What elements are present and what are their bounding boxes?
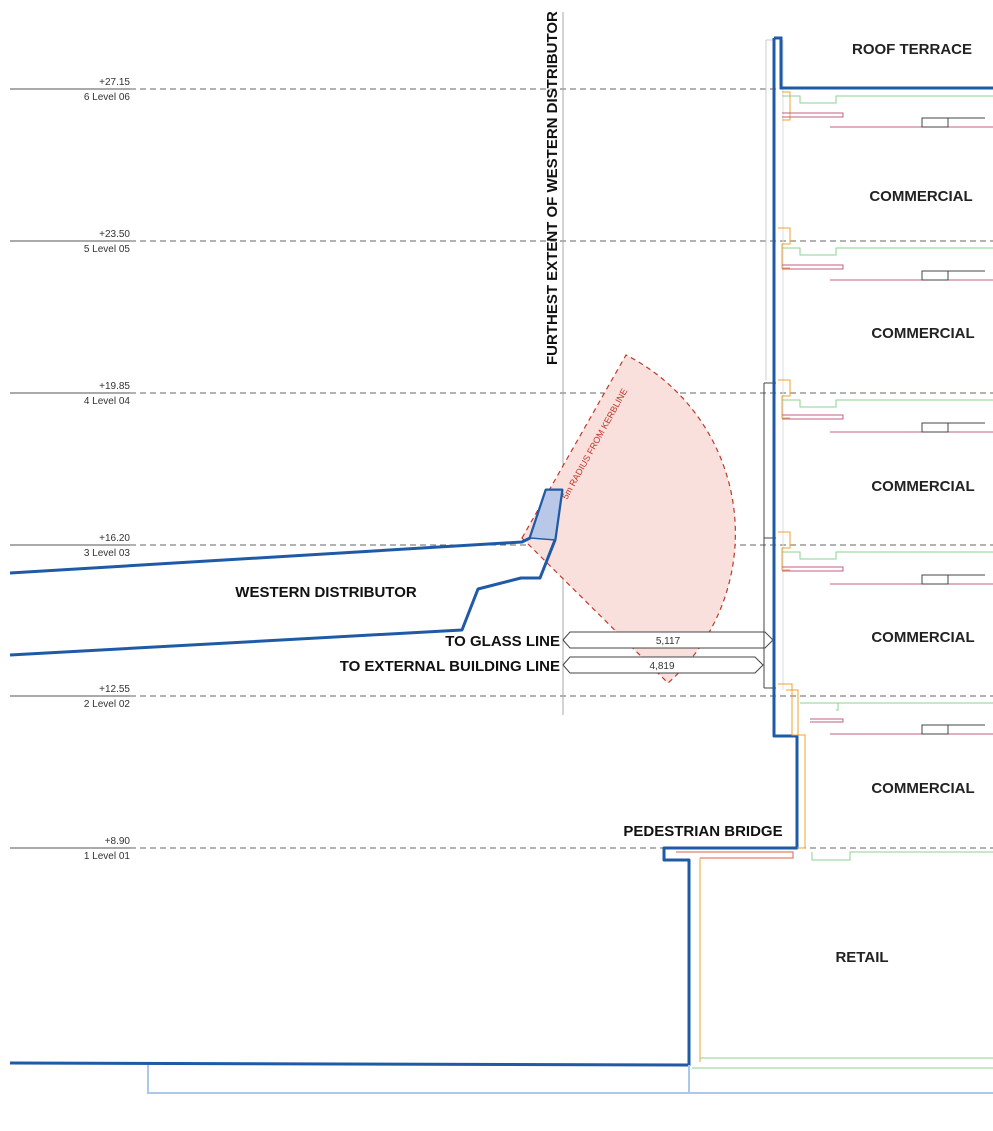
level-lines: +27.15 6 Level 06 +23.50 5 Level 05 +19.… xyxy=(10,77,993,862)
slab-02-pink-a xyxy=(810,718,844,723)
slab-05-pink-a xyxy=(782,264,844,270)
level-03: +16.20 3 Level 03 xyxy=(10,533,993,559)
level-05-elevation: +23.50 xyxy=(99,229,130,240)
dimension-external-line: 4,819 TO EXTERNAL BUILDING LINE xyxy=(340,656,764,675)
level-02: +12.55 2 Level 02 xyxy=(10,684,993,710)
barrier-wall xyxy=(528,489,563,541)
slab-02-beam xyxy=(921,724,949,735)
level-02-elevation: +12.55 xyxy=(99,684,130,695)
room-retail: RETAIL xyxy=(835,949,888,966)
room-commercial-level-01: COMMERCIAL xyxy=(871,780,974,797)
level-06-elevation: +27.15 xyxy=(99,77,130,88)
slab-01-green xyxy=(811,851,993,861)
level-02-name: 2 Level 02 xyxy=(84,699,131,710)
roof-parapet xyxy=(774,36,993,90)
furthest-extent-marker: FURTHEST EXTENT OF WESTERN DISTRIBUTOR xyxy=(544,11,564,715)
room-commercial-level-04: COMMERCIAL xyxy=(871,325,974,342)
facade-and-bridge-outline xyxy=(9,38,799,1067)
slab-level-02 xyxy=(778,683,993,849)
level-01-elevation: +8.90 xyxy=(105,836,131,847)
facade-glazing xyxy=(763,39,784,690)
furthest-extent-label: FURTHEST EXTENT OF WESTERN DISTRIBUTOR xyxy=(544,11,561,365)
pedestrian-bridge-label: PEDESTRIAN BRIDGE xyxy=(623,823,782,840)
level-06: +27.15 6 Level 06 xyxy=(10,77,993,103)
slab-06-orange xyxy=(782,91,791,121)
level-04: +19.85 4 Level 04 xyxy=(10,381,993,407)
slab-02-orange-inner xyxy=(786,689,799,735)
slab-04-beam xyxy=(921,422,949,433)
level-01-name: 1 Level 01 xyxy=(84,851,131,862)
level-03-name: 3 Level 03 xyxy=(84,548,131,559)
glass-line-dimension-value: 5,117 xyxy=(656,636,681,647)
bridge-soffit-red xyxy=(676,851,794,859)
slab-06-beam xyxy=(921,117,949,128)
level-05-name: 5 Level 05 xyxy=(84,244,131,255)
slab-03-green xyxy=(782,551,993,560)
level-04-name: 4 Level 04 xyxy=(84,396,131,407)
slab-level-01 xyxy=(676,851,993,1069)
slab-03-pink-a xyxy=(782,566,844,572)
level-03-elevation: +16.20 xyxy=(99,533,130,544)
external-line-dimension-arrow xyxy=(562,656,764,674)
slab-05-green xyxy=(782,247,993,256)
western-distributor-outline xyxy=(9,488,564,657)
basement-outline xyxy=(147,1065,993,1094)
slab-03-orange xyxy=(778,531,791,571)
western-distributor-label: WESTERN DISTRIBUTOR xyxy=(235,584,417,601)
slab-level-04 xyxy=(778,379,993,433)
western-distributor: WESTERN DISTRIBUTOR xyxy=(9,488,564,657)
slab-level-05 xyxy=(778,227,993,281)
level-01: +8.90 1 Level 01 xyxy=(10,836,993,862)
slab-level-03 xyxy=(778,531,993,585)
slab-04-orange xyxy=(778,379,791,419)
external-line-dimension-value: 4,819 xyxy=(649,661,674,672)
slab-06-green xyxy=(782,95,993,104)
building-structure: PEDESTRIAN BRIDGE xyxy=(9,36,993,1094)
slab-04-green xyxy=(782,399,993,408)
room-roof-terrace: ROOF TERRACE xyxy=(852,41,972,58)
slab-03-beam xyxy=(921,574,949,585)
to-external-building-line-label: TO EXTERNAL BUILDING LINE xyxy=(340,658,560,675)
dimension-glass-line: 5,117 TO GLASS LINE xyxy=(445,631,774,650)
to-glass-line-label: TO GLASS LINE xyxy=(445,633,560,650)
level-05: +23.50 5 Level 05 xyxy=(10,229,993,255)
slab-06-pink-a xyxy=(782,112,844,118)
slab-level-06 xyxy=(782,91,993,128)
slab-04-pink-a xyxy=(782,414,844,420)
slab-05-beam xyxy=(921,270,949,281)
room-commercial-level-03: COMMERCIAL xyxy=(871,478,974,495)
room-commercial-level-05: COMMERCIAL xyxy=(869,188,972,205)
room-labels: ROOF TERRACE COMMERCIAL COMMERCIAL COMME… xyxy=(835,41,974,966)
room-commercial-level-02: COMMERCIAL xyxy=(871,629,974,646)
slab-details xyxy=(676,91,993,1069)
slab-02-green-a xyxy=(800,702,839,711)
level-04-elevation: +19.85 xyxy=(99,381,130,392)
slab-05-orange xyxy=(778,227,791,269)
level-06-name: 6 Level 06 xyxy=(84,92,131,103)
